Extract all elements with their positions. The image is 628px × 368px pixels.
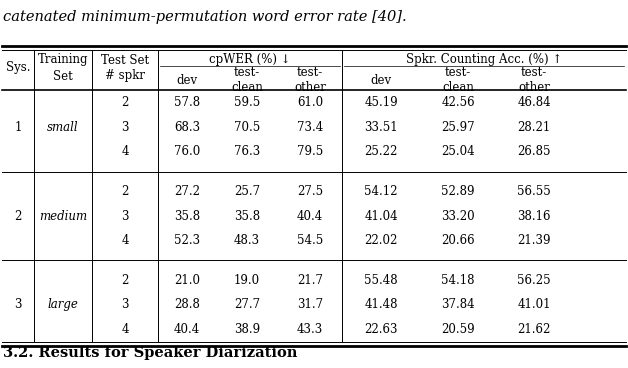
Text: 3.2. Results for Speaker Diarization: 3.2. Results for Speaker Diarization — [3, 346, 298, 360]
Text: 35.8: 35.8 — [234, 209, 260, 223]
Text: 2: 2 — [121, 185, 129, 198]
Text: 43.3: 43.3 — [297, 323, 323, 336]
Text: 54.18: 54.18 — [441, 274, 475, 287]
Text: 3: 3 — [121, 121, 129, 134]
Text: dev: dev — [371, 74, 392, 86]
Text: 59.5: 59.5 — [234, 96, 260, 109]
Text: 45.19: 45.19 — [364, 96, 398, 109]
Text: 3: 3 — [121, 209, 129, 223]
Text: 76.0: 76.0 — [174, 145, 200, 158]
Text: 28.21: 28.21 — [517, 121, 551, 134]
Text: 35.8: 35.8 — [174, 209, 200, 223]
Text: 38.16: 38.16 — [517, 209, 551, 223]
Text: medium: medium — [39, 209, 87, 223]
Text: 52.3: 52.3 — [174, 234, 200, 247]
Text: small: small — [47, 121, 78, 134]
Text: 21.39: 21.39 — [517, 234, 551, 247]
Text: Test Set
# spkr: Test Set # spkr — [101, 53, 149, 82]
Text: 25.04: 25.04 — [441, 145, 475, 158]
Text: 61.0: 61.0 — [297, 96, 323, 109]
Text: Sys.: Sys. — [6, 61, 30, 74]
Text: 21.7: 21.7 — [297, 274, 323, 287]
Text: 2: 2 — [121, 274, 129, 287]
Text: 25.22: 25.22 — [364, 145, 398, 158]
Text: 68.3: 68.3 — [174, 121, 200, 134]
Text: 41.48: 41.48 — [364, 298, 398, 311]
Text: 55.48: 55.48 — [364, 274, 398, 287]
Text: 1: 1 — [14, 121, 22, 134]
Text: test-
clean: test- clean — [231, 66, 263, 94]
Text: 22.63: 22.63 — [364, 323, 398, 336]
Text: 48.3: 48.3 — [234, 234, 260, 247]
Text: 37.84: 37.84 — [441, 298, 475, 311]
Text: 42.56: 42.56 — [441, 96, 475, 109]
Text: test-
other: test- other — [294, 66, 326, 94]
Text: 28.8: 28.8 — [174, 298, 200, 311]
Text: 56.25: 56.25 — [517, 274, 551, 287]
Text: 26.85: 26.85 — [517, 145, 551, 158]
Text: 33.51: 33.51 — [364, 121, 398, 134]
Text: 21.0: 21.0 — [174, 274, 200, 287]
Text: 73.4: 73.4 — [297, 121, 323, 134]
Text: 27.5: 27.5 — [297, 185, 323, 198]
Text: 46.84: 46.84 — [517, 96, 551, 109]
Text: large: large — [48, 298, 78, 311]
Text: 70.5: 70.5 — [234, 121, 260, 134]
Text: dev: dev — [176, 74, 198, 86]
Text: 31.7: 31.7 — [297, 298, 323, 311]
Text: 27.7: 27.7 — [234, 298, 260, 311]
Text: 54.12: 54.12 — [364, 185, 398, 198]
Text: 19.0: 19.0 — [234, 274, 260, 287]
Text: 41.01: 41.01 — [517, 298, 551, 311]
Text: Spkr. Counting Acc. (%) ↑: Spkr. Counting Acc. (%) ↑ — [406, 53, 562, 66]
Text: 20.66: 20.66 — [441, 234, 475, 247]
Text: cpWER (%) ↓: cpWER (%) ↓ — [209, 53, 291, 66]
Text: catenated minimum-permutation word error rate [40].: catenated minimum-permutation word error… — [3, 10, 406, 24]
Text: 25.7: 25.7 — [234, 185, 260, 198]
Text: 4: 4 — [121, 323, 129, 336]
Text: 4: 4 — [121, 145, 129, 158]
Text: 52.89: 52.89 — [441, 185, 475, 198]
Text: 2: 2 — [14, 209, 22, 223]
Text: test-
clean: test- clean — [442, 66, 474, 94]
Text: 40.4: 40.4 — [297, 209, 323, 223]
Text: 25.97: 25.97 — [441, 121, 475, 134]
Text: 22.02: 22.02 — [364, 234, 398, 247]
Text: test-
other: test- other — [518, 66, 550, 94]
Text: 40.4: 40.4 — [174, 323, 200, 336]
Text: 20.59: 20.59 — [441, 323, 475, 336]
Text: 27.2: 27.2 — [174, 185, 200, 198]
Text: 54.5: 54.5 — [297, 234, 323, 247]
Text: 38.9: 38.9 — [234, 323, 260, 336]
Text: 3: 3 — [121, 298, 129, 311]
Text: 33.20: 33.20 — [441, 209, 475, 223]
Text: 3: 3 — [14, 298, 22, 311]
Text: 4: 4 — [121, 234, 129, 247]
Text: Training
Set: Training Set — [38, 53, 89, 82]
Text: 57.8: 57.8 — [174, 96, 200, 109]
Text: 2: 2 — [121, 96, 129, 109]
Text: 21.62: 21.62 — [517, 323, 551, 336]
Text: 56.55: 56.55 — [517, 185, 551, 198]
Text: 41.04: 41.04 — [364, 209, 398, 223]
Text: 76.3: 76.3 — [234, 145, 260, 158]
Text: 79.5: 79.5 — [297, 145, 323, 158]
